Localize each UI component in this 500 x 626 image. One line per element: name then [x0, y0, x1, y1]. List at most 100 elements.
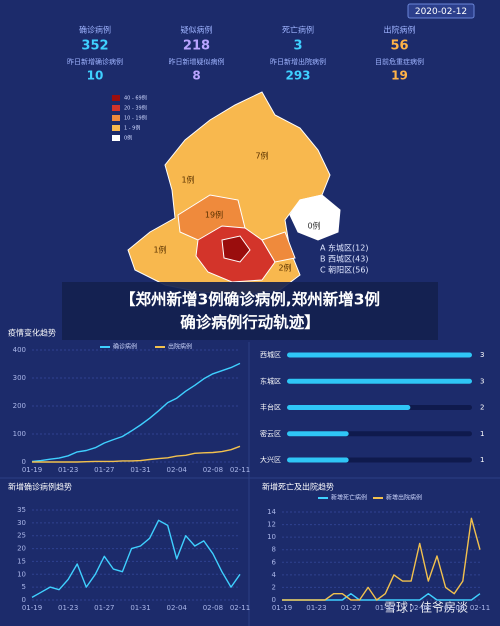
x-tick-label: 02-04 [410, 604, 431, 612]
y-tick-label: 12 [267, 521, 276, 529]
bar [287, 457, 349, 463]
y-tick-label: 100 [13, 430, 26, 438]
stat-value: 56 [390, 39, 408, 54]
y-tick-label: 5 [22, 583, 26, 591]
stat-sub-label: 昨日新增确诊病例 [67, 57, 123, 66]
bar [287, 405, 411, 410]
watermark: 雪球：佳爷房谈 [384, 600, 468, 615]
bar [287, 352, 472, 358]
map-label: 19例 [205, 210, 223, 220]
stat-sub-value: 293 [285, 69, 310, 83]
y-tick-label: 10 [17, 570, 26, 578]
legend-swatch [112, 105, 120, 111]
banner-bg [62, 282, 438, 340]
line-series [282, 517, 481, 601]
x-tick-label: 02-04 [167, 604, 188, 612]
y-tick-label: 0 [22, 596, 26, 604]
x-tick-label: 01-23 [306, 604, 326, 612]
banner-title: 【郑州新增3例确诊病例,郑州新增3例 [120, 290, 380, 309]
value-label: 1 [480, 430, 484, 438]
legend-swatch [112, 115, 120, 121]
district-label: C 朝阳区(56) [320, 266, 369, 275]
y-tick-label: 大兴区 [260, 455, 281, 464]
stat-sub-label: 昨日新增疑似病例 [169, 57, 225, 66]
date: 2020-02-12 [415, 7, 467, 17]
value-label: 3 [480, 351, 484, 359]
x-tick-label: 02-11 [470, 604, 490, 612]
stat-value: 352 [81, 39, 108, 54]
x-tick-label: 01-19 [22, 466, 42, 474]
x-tick-label: 01-23 [58, 604, 78, 612]
y-tick-label: 8 [272, 546, 276, 554]
map-region [289, 194, 341, 241]
legend-swatch [112, 135, 120, 141]
y-tick-label: 300 [13, 374, 26, 382]
stat-label: 疑似病例 [181, 25, 213, 35]
line-series [31, 519, 241, 599]
stat-sub-value: 10 [87, 69, 104, 83]
stat-sub-label: 目前危重症病例 [375, 57, 424, 66]
legend-label: 0例 [124, 135, 132, 142]
y-tick-label: 4 [272, 571, 277, 579]
legend-label: 1 - 9例 [124, 125, 140, 132]
stat-sub-value: 19 [391, 69, 408, 83]
legend-label: 新增出院病例 [386, 494, 422, 502]
y-tick-label: 密云区 [260, 429, 281, 438]
map-label: 1例 [181, 175, 194, 185]
x-tick-label: 01-27 [341, 604, 361, 612]
stat-sub-label: 昨日新增出院病例 [270, 57, 326, 66]
x-tick-label: 01-31 [130, 466, 150, 474]
stat-value: 3 [293, 39, 302, 54]
map-region [261, 231, 296, 263]
y-tick-label: 400 [13, 346, 26, 354]
legend-label: 确诊病例 [113, 343, 137, 351]
legend-label: 新增死亡病例 [331, 494, 367, 502]
y-tick-label: 15 [17, 557, 26, 565]
legend-swatch [112, 125, 120, 131]
district-label: B 西城区(43) [320, 255, 368, 264]
chart-title: 新增死亡及出院趋势 [262, 482, 334, 492]
y-tick-label: 20 [17, 545, 26, 553]
map-label: 2例 [278, 263, 291, 273]
date-badge [407, 3, 475, 19]
map: 7例 1例 19例 0例 1例 2例 [127, 91, 341, 296]
y-tick-label: 丰台区 [260, 403, 281, 412]
y-tick-label: 30 [17, 519, 26, 527]
y-tick-label: 25 [17, 532, 26, 540]
y-tick-label: 14 [267, 508, 276, 516]
stat-sub-value: 8 [192, 69, 200, 83]
bar [287, 431, 349, 437]
chart-title: 疫情变化趋势 [8, 328, 56, 338]
y-tick-label: 6 [272, 558, 277, 566]
bar [287, 378, 472, 384]
map-label: 7例 [255, 151, 268, 161]
x-tick-label: 01-19 [22, 604, 42, 612]
map-region [221, 235, 251, 263]
x-tick-label: 02-11 [230, 604, 250, 612]
legend-swatch [112, 95, 120, 101]
x-tick-label: 01-27 [94, 466, 114, 474]
y-tick-label: 东城区 [260, 376, 281, 385]
legend-label: 出院病例 [168, 343, 192, 351]
x-tick-label: 02-08 [444, 604, 464, 612]
x-tick-label: 01-19 [272, 604, 292, 612]
stat-label: 确诊病例 [79, 25, 111, 35]
banner-title: 确诊病例行动轨迹】 [180, 313, 320, 332]
x-tick-label: 02-08 [203, 466, 223, 474]
x-tick-label: 01-31 [130, 604, 150, 612]
stat-label: 死亡病例 [282, 25, 314, 35]
x-tick-label: 02-04 [167, 466, 188, 474]
line-series [32, 445, 241, 463]
value-label: 3 [480, 377, 484, 385]
stat-value: 218 [183, 39, 210, 54]
y-tick-label: 2 [272, 583, 276, 591]
stat-label: 出院病例 [384, 25, 416, 35]
map-label: 0例 [307, 221, 320, 231]
chart-title: 新增确诊病例趋势 [8, 482, 72, 492]
line-series [31, 362, 241, 463]
legend-label: 10 - 19例 [124, 115, 147, 122]
x-tick-label: 01-23 [58, 466, 78, 474]
value-label: 2 [480, 404, 484, 412]
y-tick-label: 0 [272, 596, 276, 604]
